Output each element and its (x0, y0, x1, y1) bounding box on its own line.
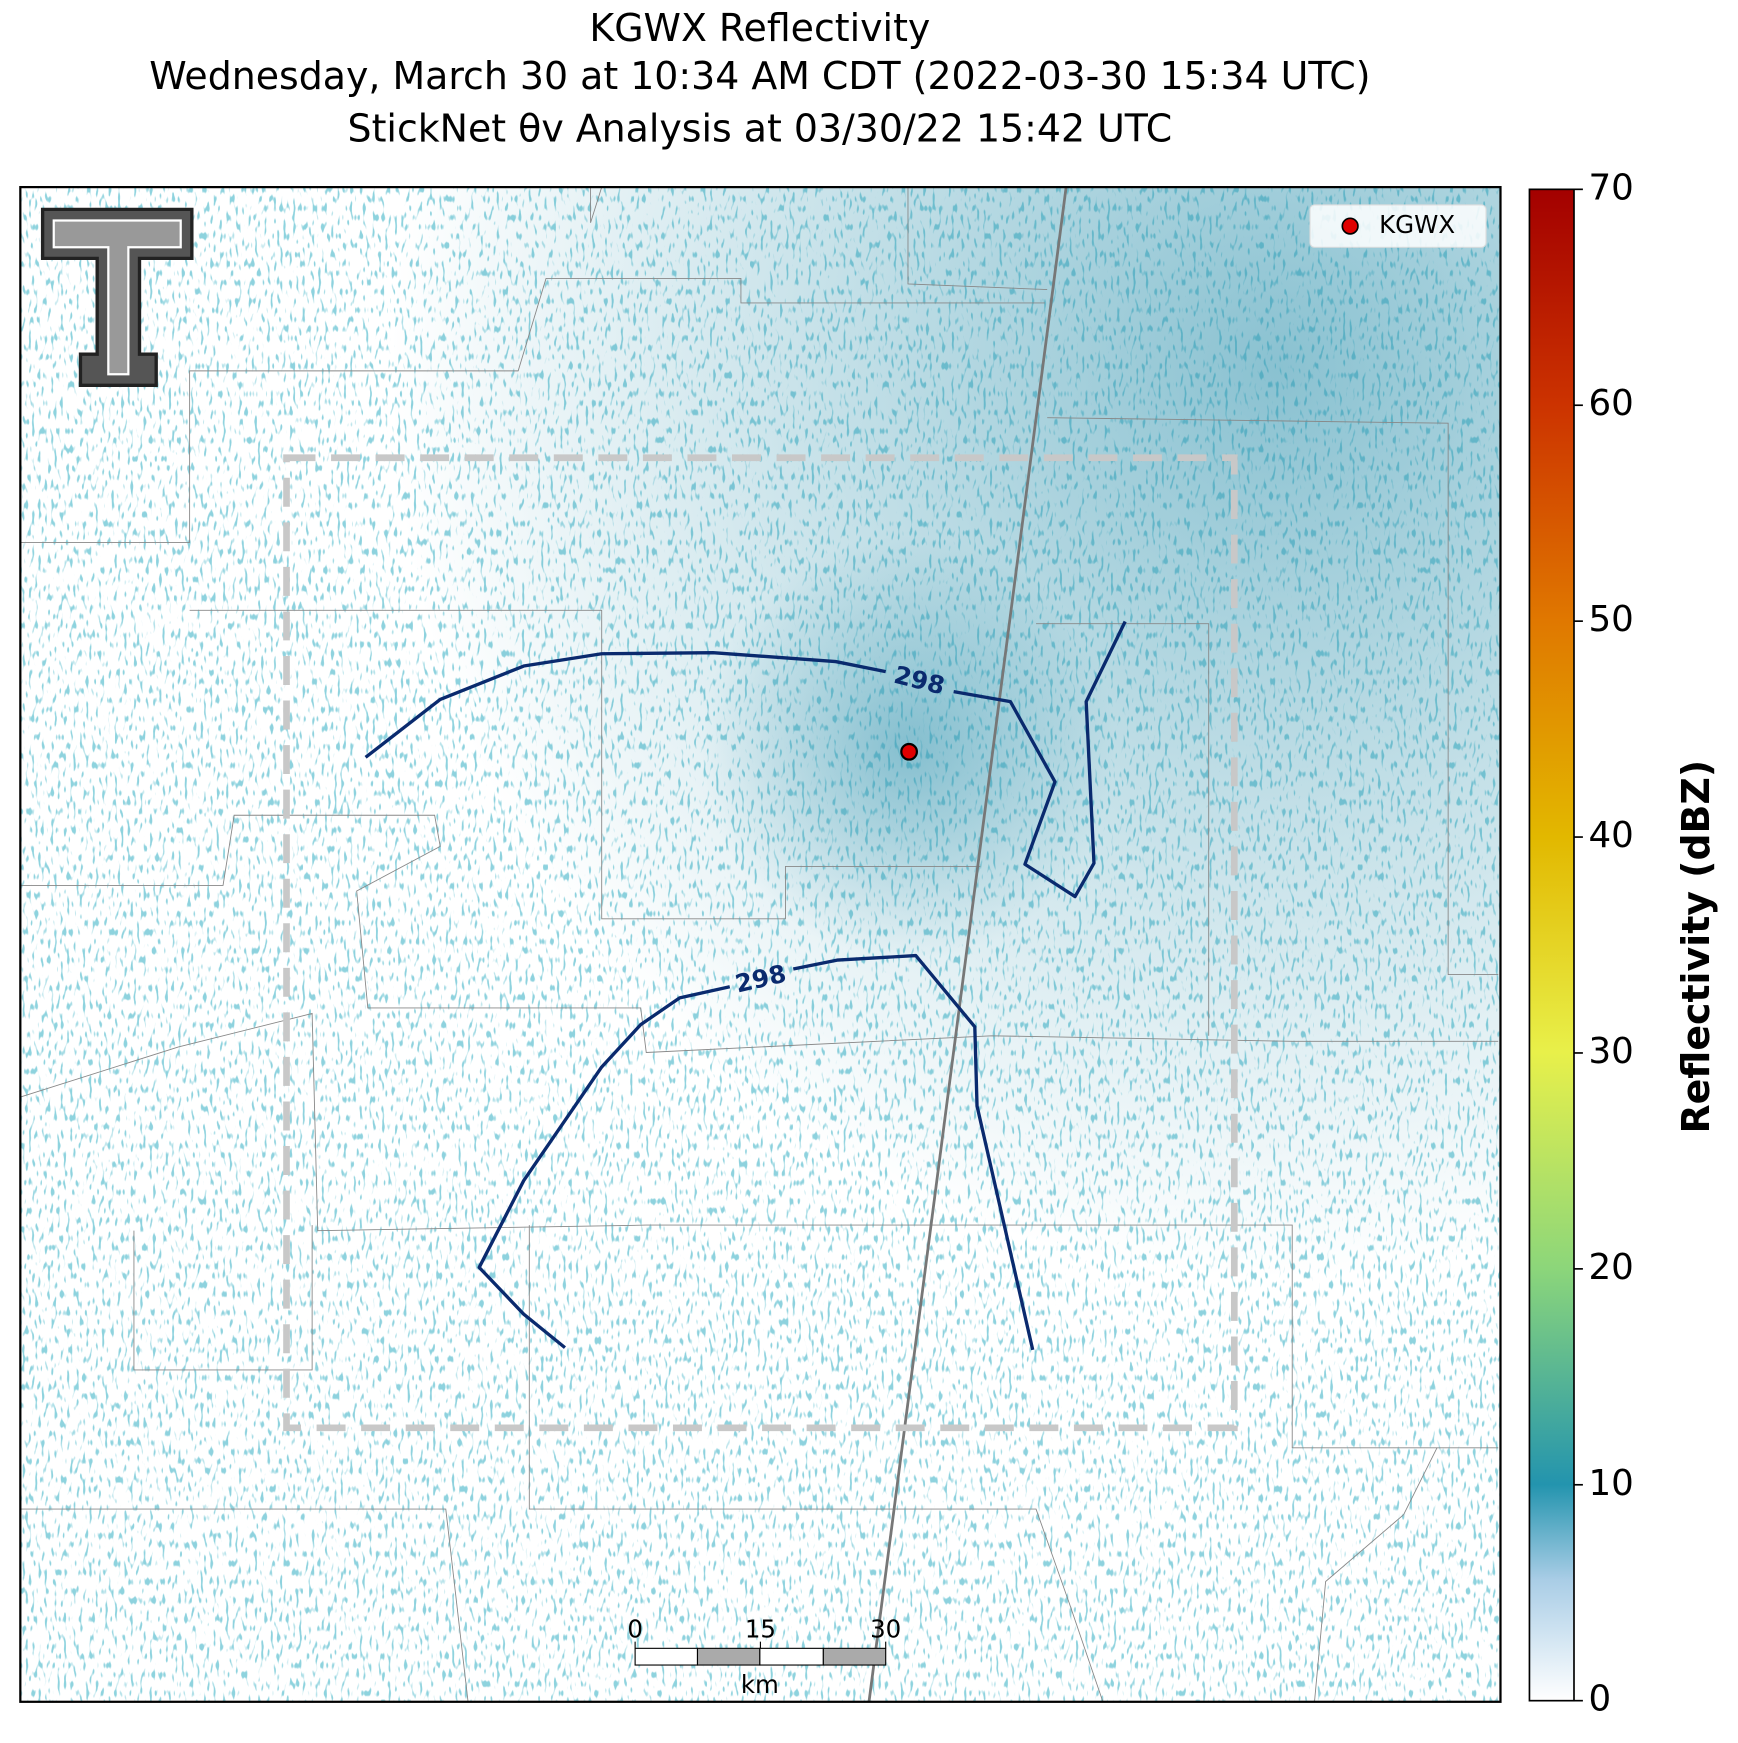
colorbar-tick-label: 30 (1588, 1031, 1633, 1072)
scale-tick-label: 30 (870, 1615, 901, 1644)
colorbar-tick-label: 40 (1588, 815, 1633, 856)
title-line: StickNet θv Analysis at 03/30/22 15:42 U… (348, 106, 1173, 150)
colorbar-tick-label: 10 (1588, 1463, 1633, 1504)
radar-site (900, 742, 919, 761)
scale-segment (759, 1647, 824, 1666)
logo (40, 207, 194, 388)
colorbar-tick-label: 60 (1588, 383, 1633, 424)
colorbar: 0 10 20 30 40 50 60 70 (1528, 167, 1634, 1720)
scale-bar: km 0 15 30 (627, 1615, 901, 1700)
colorbar-label: Reflectivity (dBZ) (1674, 760, 1718, 1134)
scale-tick-label: 15 (745, 1615, 776, 1644)
contour-line (364, 620, 1127, 899)
title-line: Wednesday, March 30 at 10:34 AM CDT (202… (149, 54, 1370, 98)
county-lines (20, 187, 1499, 1702)
legend: KGWX (1309, 204, 1487, 248)
legend-box (1309, 204, 1487, 248)
colorbar-ramp (1528, 188, 1575, 1702)
map-frame (19, 185, 1502, 1703)
legend-label: KGWX (1379, 210, 1455, 239)
title-line: KGWX Reflectivity (589, 6, 930, 50)
scale-segment (822, 1647, 887, 1666)
colorbar-tick-label: 70 (1588, 167, 1633, 208)
scale-segment (696, 1647, 761, 1666)
colorbar-tick-label: 50 (1588, 599, 1633, 640)
analysis-domain (283, 454, 1238, 1432)
highway (867, 187, 1068, 1702)
colorbar-tick-label: 20 (1588, 1247, 1633, 1288)
scale-segment (634, 1647, 699, 1666)
scale-tick-label: 0 (627, 1615, 643, 1644)
scale-unit: km (741, 1670, 779, 1699)
legend-marker (1341, 217, 1359, 235)
radar-echo (20, 187, 1501, 1702)
contour-line (477, 953, 1035, 1351)
map: 298 298 KGWX km 0 15 30 (20, 187, 1501, 1702)
colorbar-tick-label: 0 (1588, 1679, 1611, 1720)
